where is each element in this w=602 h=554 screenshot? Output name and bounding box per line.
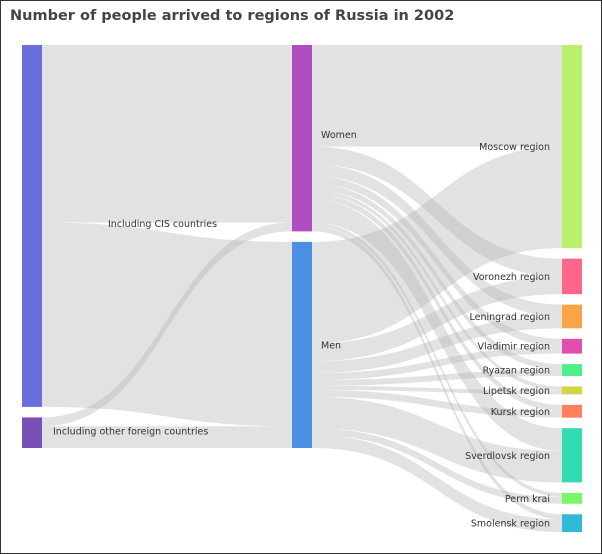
links xyxy=(42,45,562,532)
node-lipetsk-region[interactable] xyxy=(562,386,582,395)
node-label-kursk-region: Kursk region xyxy=(491,407,550,418)
node-ryazan-region[interactable] xyxy=(562,364,582,376)
link-women-to-perm-krai[interactable] xyxy=(312,222,562,497)
node-label-women: Women xyxy=(321,130,357,141)
link-men-to-smolensk-region[interactable] xyxy=(312,435,562,532)
node-label-men: Men xyxy=(321,340,341,351)
link-men-to-lipetsk-region[interactable] xyxy=(312,385,562,395)
node-including-other-foreign-countries[interactable] xyxy=(22,417,42,448)
link-women-to-leningrad-region[interactable] xyxy=(312,164,562,317)
node-label-perm-krai: Perm krai xyxy=(505,494,550,505)
link-women-to-kursk-region[interactable] xyxy=(312,193,562,411)
node-voronezh-region[interactable] xyxy=(562,258,582,295)
node-sverdlovsk-region[interactable] xyxy=(562,428,582,483)
link-women-to-voronezh-region[interactable] xyxy=(312,146,562,277)
node-moscow-region[interactable] xyxy=(562,45,582,249)
link-men-to-kursk-region[interactable] xyxy=(312,389,562,418)
link-women-to-smolensk-region[interactable] xyxy=(312,226,562,520)
node-label-leningrad-region: Leningrad region xyxy=(469,312,550,323)
node-label-sverdlovsk-region: Sverdlovsk region xyxy=(465,451,550,462)
link-men-to-moscow-region[interactable] xyxy=(312,146,562,344)
node-label-voronezh-region: Voronezh region xyxy=(473,272,550,283)
nodes xyxy=(22,45,582,532)
node-label-moscow-region: Moscow region xyxy=(479,142,550,153)
link-women-to-lipetsk-region[interactable] xyxy=(312,189,562,391)
link-women-to-vladimir-region[interactable] xyxy=(312,176,562,347)
link-men-to-ryazan-region[interactable] xyxy=(312,370,562,386)
link-men-to-sverdlovsk-region[interactable] xyxy=(312,396,562,483)
link-including-cis-countries-to-men[interactable] xyxy=(42,222,292,427)
node-smolensk-region[interactable] xyxy=(562,514,582,532)
link-men-to-leningrad-region[interactable] xyxy=(312,316,562,374)
link-men-to-perm-krai[interactable] xyxy=(312,428,562,504)
node-perm-krai[interactable] xyxy=(562,492,582,504)
node-leningrad-region[interactable] xyxy=(562,304,582,329)
node-men[interactable] xyxy=(292,241,312,448)
link-men-to-voronezh-region[interactable] xyxy=(312,276,562,362)
link-women-to-sverdlovsk-region[interactable] xyxy=(312,199,562,451)
node-label-smolensk-region: Smolensk region xyxy=(471,519,550,530)
node-label-ryazan-region: Ryazan region xyxy=(483,366,550,377)
node-vladimir-region[interactable] xyxy=(562,338,582,354)
node-label-including-other-foreign-countries: Including other foreign countries xyxy=(53,427,208,438)
link-women-to-ryazan-region[interactable] xyxy=(312,184,562,371)
node-women[interactable] xyxy=(292,45,312,232)
chart-title: Number of people arrived to regions of R… xyxy=(10,8,455,24)
node-including-cis-countries[interactable] xyxy=(22,45,42,407)
link-women-to-moscow-region[interactable] xyxy=(312,45,562,147)
node-label-vladimir-region: Vladimir region xyxy=(478,342,551,353)
link-including-cis-countries-to-women[interactable] xyxy=(42,45,292,223)
node-label-including-cis-countries: Including CIS countries xyxy=(108,219,217,230)
link-men-to-vladimir-region[interactable] xyxy=(312,346,562,380)
link-including-other-foreign-countries-to-men[interactable] xyxy=(42,426,292,448)
node-kursk-region[interactable] xyxy=(562,404,582,418)
link-including-other-foreign-countries-to-women[interactable] xyxy=(42,222,292,427)
node-label-lipetsk-region: Lipetsk region xyxy=(483,386,550,397)
labels: Including CIS countries Including other f… xyxy=(53,130,550,529)
